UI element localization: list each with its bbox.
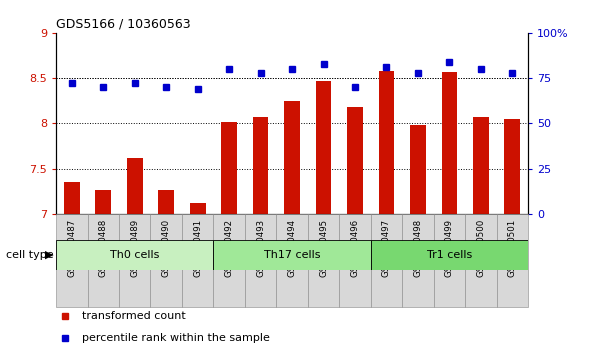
Text: GDS5166 / 10360563: GDS5166 / 10360563 [56, 17, 191, 30]
Text: GSM1350488: GSM1350488 [99, 219, 108, 277]
Bar [190, 203, 205, 214]
Text: GSM1350497: GSM1350497 [382, 219, 391, 277]
Bar [497, 214, 528, 307]
Text: GSM1350496: GSM1350496 [350, 219, 359, 277]
Text: GSM1350491: GSM1350491 [193, 219, 202, 277]
Bar [253, 117, 268, 214]
Text: GSM1350490: GSM1350490 [162, 219, 171, 277]
Bar [64, 182, 80, 214]
Bar [316, 81, 332, 214]
Text: GSM1350494: GSM1350494 [287, 219, 297, 277]
Text: percentile rank within the sample: percentile rank within the sample [82, 333, 270, 343]
Bar [56, 214, 87, 307]
Text: GSM1350501: GSM1350501 [508, 219, 517, 277]
Text: GSM1350500: GSM1350500 [476, 219, 486, 277]
Text: GSM1350489: GSM1350489 [130, 219, 139, 277]
Text: GSM1350499: GSM1350499 [445, 219, 454, 277]
Text: transformed count: transformed count [82, 310, 186, 321]
Bar [371, 214, 402, 307]
Text: GSM1350487: GSM1350487 [67, 219, 76, 277]
Bar [410, 125, 426, 214]
Bar [56, 240, 214, 270]
Text: GSM1350493: GSM1350493 [256, 219, 265, 277]
Bar [308, 214, 339, 307]
Bar [214, 240, 371, 270]
Bar [504, 119, 520, 214]
Bar [434, 214, 465, 307]
Bar [473, 117, 489, 214]
Bar [347, 107, 363, 214]
Bar [158, 190, 174, 214]
Text: Th17 cells: Th17 cells [264, 250, 320, 260]
Text: GSM1350492: GSM1350492 [225, 219, 234, 277]
Bar [371, 240, 528, 270]
Bar [127, 158, 143, 214]
Bar [339, 214, 371, 307]
Text: Th0 cells: Th0 cells [110, 250, 159, 260]
Bar [245, 214, 276, 307]
Bar [284, 101, 300, 214]
Bar [441, 72, 457, 214]
Bar [182, 214, 214, 307]
Bar [87, 214, 119, 307]
Text: Tr1 cells: Tr1 cells [427, 250, 472, 260]
Bar [150, 214, 182, 307]
Bar [119, 214, 150, 307]
Bar [402, 214, 434, 307]
Bar [276, 214, 308, 307]
Text: ▶: ▶ [45, 250, 54, 260]
Text: cell type: cell type [6, 250, 54, 260]
Bar [214, 214, 245, 307]
Bar [465, 214, 497, 307]
Bar [221, 122, 237, 214]
Bar [379, 71, 394, 214]
Bar [96, 190, 111, 214]
Text: GSM1350495: GSM1350495 [319, 219, 328, 277]
Text: GSM1350498: GSM1350498 [414, 219, 422, 277]
